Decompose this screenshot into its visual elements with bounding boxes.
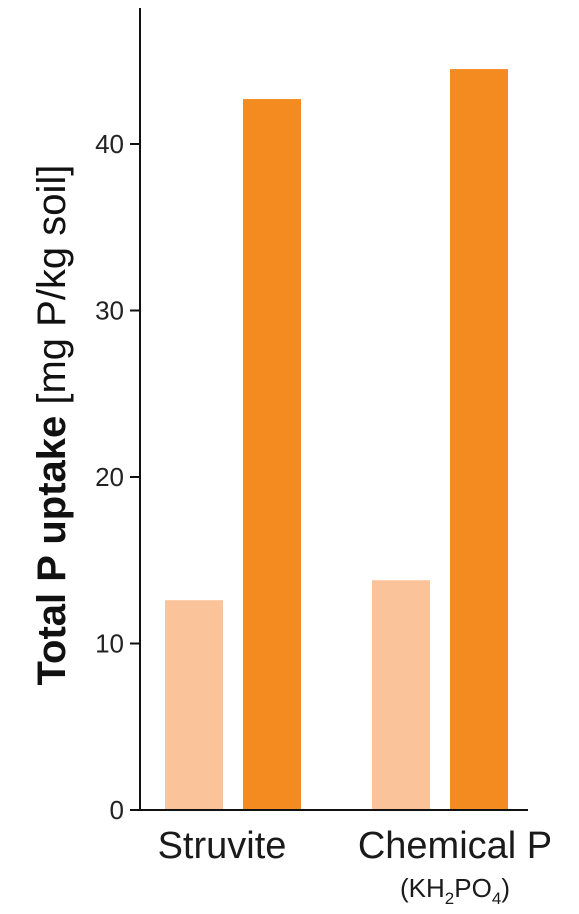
x-category-sublabel: (KH2PO4) — [400, 873, 510, 908]
y-tick-label: 40 — [95, 129, 124, 159]
subscript-digit: 4 — [492, 889, 501, 908]
bar-2-2 — [450, 69, 508, 810]
subscript-digit: 2 — [445, 889, 454, 908]
y-tick-label: 20 — [95, 462, 124, 492]
y-tick-label: 10 — [95, 629, 124, 659]
formula-part: ) — [501, 873, 510, 903]
bar-1-1 — [165, 600, 223, 810]
formula-part: (KH — [400, 873, 445, 903]
y-axis-label-bold: Total P uptake — [30, 416, 74, 686]
y-ticks-group: 0 10 20 30 40 — [95, 129, 140, 825]
y-tick-label: 30 — [95, 296, 124, 326]
x-category-label: Struvite — [158, 825, 287, 867]
x-labels-group: Struvite Chemical P (KH2PO4) — [158, 825, 553, 908]
bar-2-1 — [372, 580, 430, 810]
bar-1-2 — [243, 99, 301, 811]
y-tick-label: 0 — [110, 795, 124, 825]
formula-part: PO — [454, 873, 492, 903]
x-category-label: Chemical P — [358, 825, 552, 867]
bars-group — [165, 69, 508, 811]
y-axis-label-units: [mg P/kg soil] — [30, 165, 74, 416]
y-axis-label: Total P uptake [mg P/kg soil] — [30, 165, 74, 686]
